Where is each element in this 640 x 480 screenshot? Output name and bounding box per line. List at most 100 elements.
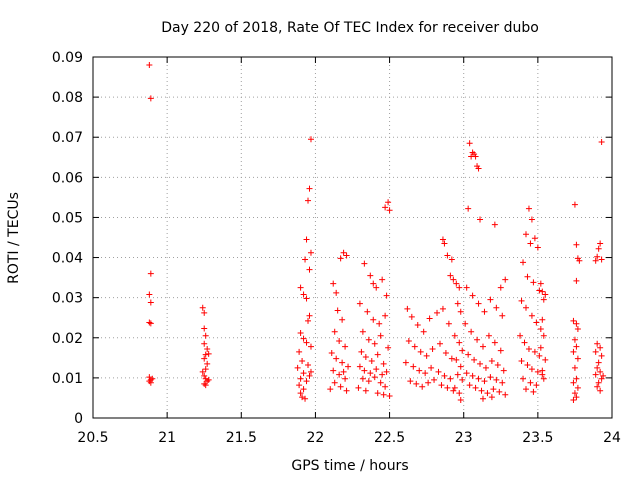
y-axis-label: ROTI / TECUs bbox=[6, 192, 22, 284]
data-point bbox=[451, 332, 458, 339]
data-point bbox=[528, 312, 535, 319]
data-point bbox=[374, 390, 381, 397]
data-point bbox=[463, 284, 470, 291]
data-point bbox=[450, 276, 457, 283]
x-axis-label: GPS time / hours bbox=[291, 458, 408, 474]
data-point bbox=[147, 270, 154, 277]
data-point bbox=[204, 378, 211, 385]
data-point bbox=[494, 362, 501, 369]
data-point bbox=[534, 368, 541, 375]
data-point bbox=[537, 344, 544, 351]
data-point bbox=[456, 339, 463, 346]
data-point bbox=[488, 358, 495, 365]
data-point bbox=[306, 372, 313, 379]
data-point bbox=[475, 165, 482, 172]
data-point bbox=[594, 364, 601, 371]
data-point bbox=[147, 379, 154, 386]
data-point bbox=[445, 320, 452, 327]
data-point bbox=[475, 300, 482, 307]
data-point bbox=[573, 320, 580, 327]
data-point bbox=[417, 348, 424, 355]
data-point bbox=[410, 363, 417, 370]
data-point bbox=[448, 355, 455, 362]
data-point bbox=[528, 366, 535, 373]
data-point bbox=[370, 280, 377, 287]
data-point bbox=[199, 304, 206, 311]
data-point bbox=[493, 376, 500, 383]
data-point bbox=[468, 328, 475, 335]
data-point bbox=[358, 348, 365, 355]
data-point bbox=[522, 231, 529, 238]
y-tick-label: 0.02 bbox=[52, 331, 83, 347]
data-point bbox=[573, 343, 580, 350]
data-point bbox=[414, 321, 421, 328]
data-point bbox=[490, 386, 497, 393]
data-point bbox=[574, 384, 581, 391]
data-point bbox=[201, 372, 208, 379]
data-point bbox=[477, 360, 484, 367]
data-point bbox=[493, 304, 500, 311]
data-point bbox=[303, 339, 310, 346]
data-point bbox=[202, 332, 209, 339]
data-point bbox=[383, 368, 390, 375]
data-point bbox=[380, 360, 387, 367]
data-point bbox=[307, 249, 314, 256]
data-point bbox=[574, 355, 581, 362]
data-point bbox=[303, 236, 310, 243]
data-point bbox=[539, 288, 546, 295]
data-point bbox=[337, 383, 344, 390]
data-point bbox=[385, 344, 392, 351]
data-point bbox=[201, 309, 208, 316]
data-point bbox=[300, 291, 307, 298]
data-point bbox=[201, 325, 208, 332]
y-tick-label: 0.01 bbox=[52, 371, 83, 387]
data-point bbox=[345, 363, 352, 370]
data-point bbox=[487, 296, 494, 303]
data-point bbox=[374, 351, 381, 358]
data-point bbox=[534, 244, 541, 251]
data-point bbox=[521, 339, 528, 346]
data-point bbox=[597, 368, 604, 375]
data-point bbox=[377, 379, 384, 386]
data-point bbox=[488, 394, 495, 401]
data-point bbox=[592, 371, 599, 378]
data-point bbox=[522, 386, 529, 393]
data-point bbox=[425, 379, 432, 386]
data-point bbox=[367, 370, 374, 377]
data-point bbox=[306, 185, 313, 192]
data-point bbox=[201, 340, 208, 347]
data-point bbox=[479, 395, 486, 402]
data-point bbox=[359, 375, 366, 382]
x-tick-label: 23.5 bbox=[522, 430, 553, 446]
data-point bbox=[365, 378, 372, 385]
data-point bbox=[570, 348, 577, 355]
data-point bbox=[149, 375, 156, 382]
data-point bbox=[531, 235, 538, 242]
data-point bbox=[454, 371, 461, 378]
data-point bbox=[570, 379, 577, 386]
data-point bbox=[595, 359, 602, 366]
data-point bbox=[300, 386, 307, 393]
data-point bbox=[205, 350, 212, 357]
data-point bbox=[201, 355, 208, 362]
data-point bbox=[573, 394, 580, 401]
data-point bbox=[438, 382, 445, 389]
data-point bbox=[444, 252, 451, 259]
data-point bbox=[423, 352, 430, 359]
data-point bbox=[573, 375, 580, 382]
data-point bbox=[342, 343, 349, 350]
data-point bbox=[434, 309, 441, 316]
data-point bbox=[439, 305, 446, 312]
data-point bbox=[404, 305, 411, 312]
data-point bbox=[431, 376, 438, 383]
data-point bbox=[531, 348, 538, 355]
data-point bbox=[472, 384, 479, 391]
data-point bbox=[539, 367, 546, 374]
data-point bbox=[537, 325, 544, 332]
x-tick-label: 22.5 bbox=[374, 430, 405, 446]
data-point bbox=[428, 364, 435, 371]
data-point bbox=[343, 387, 350, 394]
data-point bbox=[402, 359, 409, 366]
data-point bbox=[537, 280, 544, 287]
data-point bbox=[465, 351, 472, 358]
